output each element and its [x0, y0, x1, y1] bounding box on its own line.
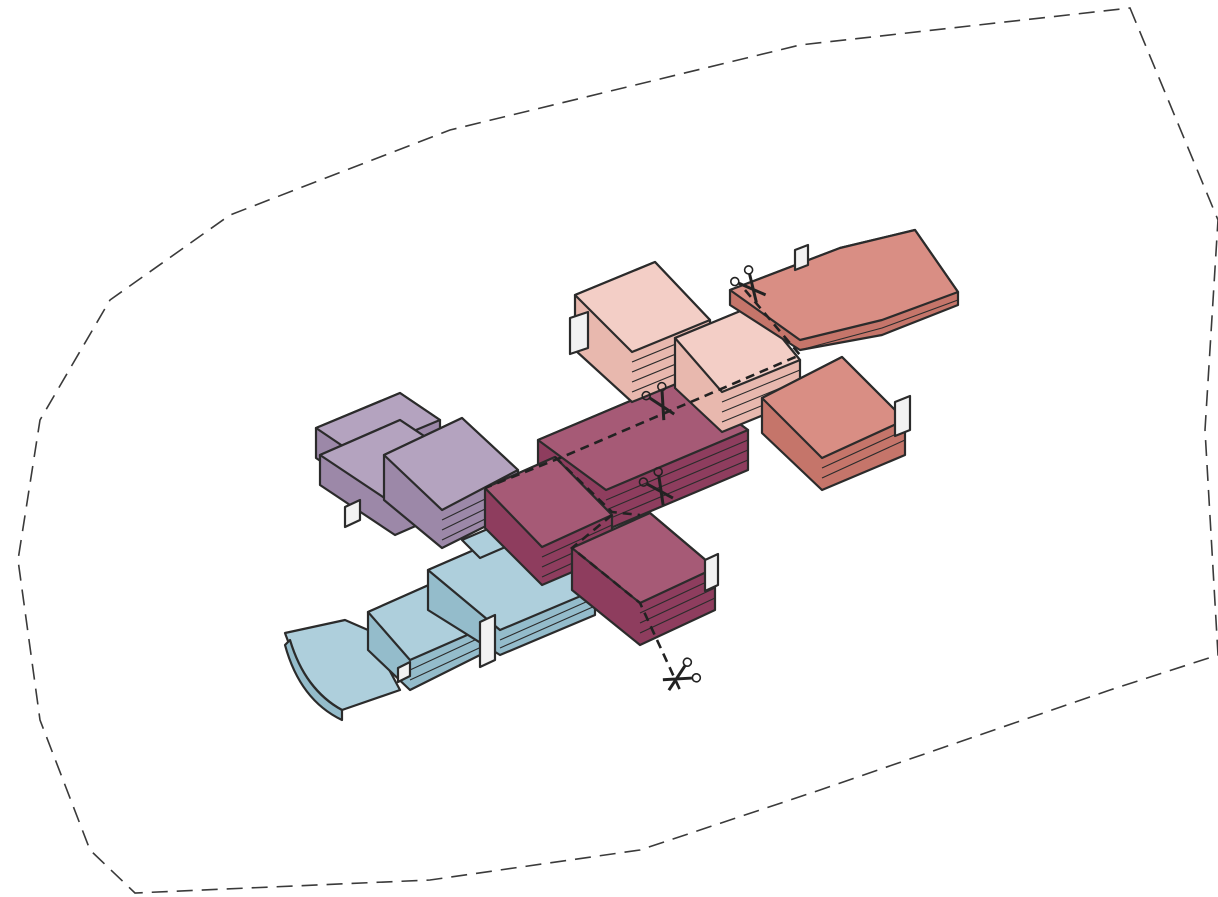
- scissors-icon: [662, 657, 702, 692]
- magenta-core: [483, 378, 750, 647]
- blue-wing: [283, 526, 597, 722]
- scissors-icon: [730, 265, 767, 303]
- site-boundary: [17, 7, 1218, 894]
- scissors-icon: [641, 381, 676, 421]
- scissors-icon: [638, 466, 674, 506]
- coral-wing: [728, 228, 960, 492]
- cut-lines: [484, 289, 803, 691]
